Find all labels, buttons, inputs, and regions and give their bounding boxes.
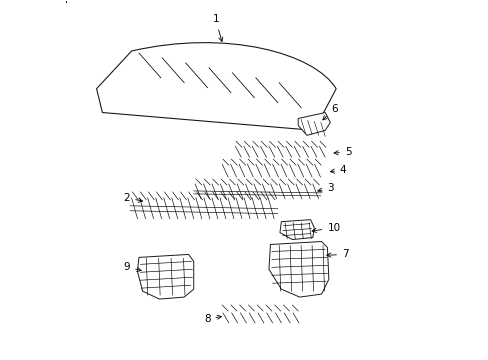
Text: 4: 4 (330, 165, 346, 175)
PathPatch shape (279, 220, 314, 239)
PathPatch shape (137, 255, 193, 299)
Text: 2: 2 (123, 193, 142, 203)
Text: 6: 6 (322, 104, 337, 120)
PathPatch shape (298, 113, 330, 135)
Text: 5: 5 (333, 147, 351, 157)
Text: 8: 8 (203, 314, 221, 324)
PathPatch shape (96, 42, 335, 130)
Text: 7: 7 (326, 249, 348, 260)
Text: 1: 1 (212, 14, 223, 41)
Text: 3: 3 (317, 183, 333, 193)
Text: 9: 9 (123, 262, 141, 272)
PathPatch shape (268, 242, 328, 297)
Text: 10: 10 (311, 222, 340, 233)
